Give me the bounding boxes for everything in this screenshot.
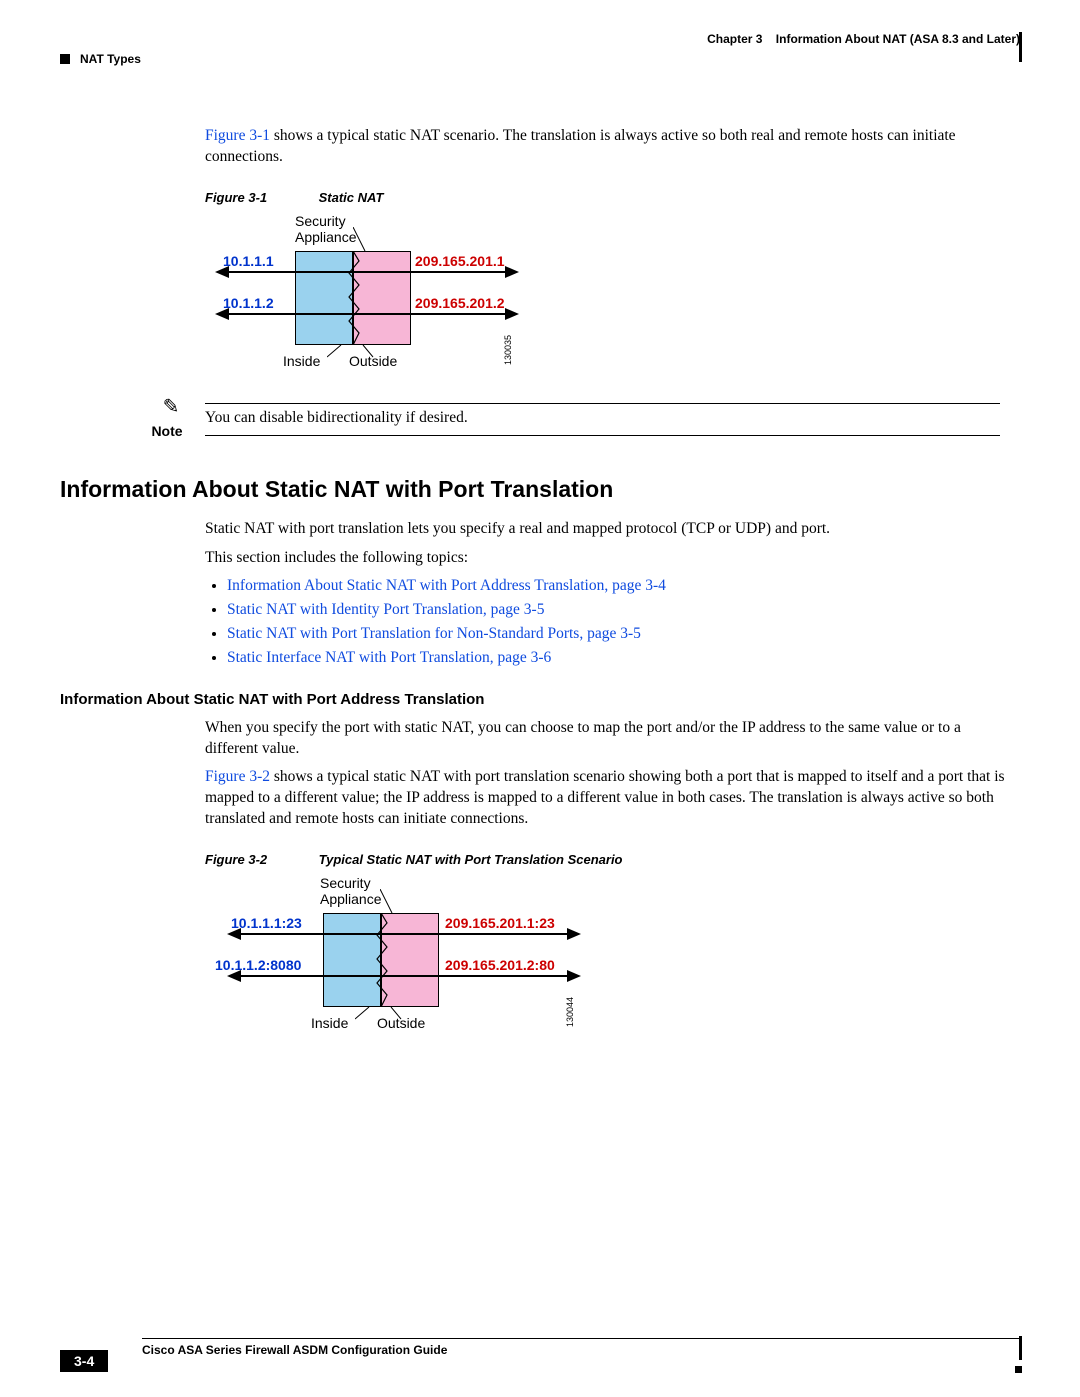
appliance-label: Security Appliance	[295, 213, 357, 245]
list-item: Information About Static NAT with Port A…	[227, 577, 1010, 595]
intro-paragraph: Figure 3-1 shows a typical static NAT sc…	[205, 126, 1010, 168]
subsection-heading: Information About Static NAT with Port A…	[60, 691, 1020, 708]
leader-line-icon	[353, 227, 367, 253]
footer-rule	[142, 1338, 1020, 1339]
ip-inside-2: 10.1.1.2:8080	[215, 957, 301, 973]
square-icon	[1015, 1366, 1022, 1373]
footer-vbar	[1019, 1336, 1022, 1360]
body-paragraph: Figure 3-2 shows a typical static NAT wi…	[205, 767, 1010, 830]
arrow-line	[239, 933, 569, 935]
note-text: You can disable bidirectionality if desi…	[205, 409, 468, 426]
leader-line-icon	[355, 1007, 375, 1021]
ip-outside-1: 209.165.201.1	[415, 253, 505, 269]
body-text: When you specify the port with static NA…	[205, 718, 1010, 760]
note-label: Note	[151, 423, 182, 439]
figure1-caption: Figure 3-1 Static NAT	[205, 190, 1010, 205]
note-rule	[205, 403, 1000, 404]
content: Figure 3-1 shows a typical static NAT sc…	[205, 126, 1010, 440]
page: Chapter 3 Information About NAT (ASA 8.3…	[0, 0, 1080, 1397]
leader-line-icon	[327, 345, 347, 359]
note-rule	[205, 435, 1000, 436]
arrow-line	[227, 271, 507, 273]
square-icon	[60, 54, 70, 64]
leader-line-icon	[380, 889, 394, 915]
page-number: 3-4	[60, 1350, 108, 1372]
topic-link[interactable]: Static Interface NAT with Port Translati…	[227, 649, 551, 666]
ip-outside-2: 209.165.201.2:80	[445, 957, 555, 973]
intro-text: shows a typical static NAT scenario. The…	[205, 127, 956, 165]
figure2-title: Typical Static NAT with Port Translation…	[319, 852, 623, 867]
ip-inside-1: 10.1.1.1	[223, 253, 274, 269]
chapter-header: Chapter 3 Information About NAT (ASA 8.3…	[60, 32, 1020, 46]
figure-ref-link[interactable]: Figure 3-1	[205, 127, 270, 144]
arrow-right-icon	[505, 266, 519, 278]
arrow-line	[227, 313, 507, 315]
leader-line-icon	[361, 345, 375, 359]
page-footer: Cisco ASA Series Firewall ASDM Configura…	[60, 1338, 1020, 1357]
footer-guide-title: Cisco ASA Series Firewall ASDM Configura…	[142, 1343, 1020, 1357]
arrow-line	[239, 975, 569, 977]
ip-inside-1: 10.1.1.1:23	[231, 915, 302, 931]
list-item: Static Interface NAT with Port Translati…	[227, 649, 1010, 667]
content: When you specify the port with static NA…	[205, 718, 1010, 1051]
arrow-right-icon	[567, 970, 581, 982]
topic-link[interactable]: Information About Static NAT with Port A…	[227, 577, 666, 594]
zigzag-icon	[345, 251, 365, 345]
content: Static NAT with port translation lets yo…	[205, 519, 1010, 667]
section-row: NAT Types	[60, 52, 1020, 66]
inside-label: Inside	[283, 353, 320, 369]
arrow-right-icon	[505, 308, 519, 320]
topic-link[interactable]: Static NAT with Identity Port Translatio…	[227, 601, 544, 618]
appliance-label: Security Appliance	[320, 875, 382, 907]
leader-line-icon	[389, 1007, 403, 1021]
chapter-number: Chapter 3	[707, 32, 762, 46]
figure2-number: Figure 3-2	[205, 852, 315, 867]
note-block: ✎ Note You can disable bidirectionality …	[145, 403, 1010, 440]
header-vbar	[1019, 32, 1022, 62]
list-item: Static NAT with Port Translation for Non…	[227, 625, 1010, 643]
figure1-number: Figure 3-1	[205, 190, 315, 205]
figure-id: 130044	[565, 997, 575, 1027]
figure1-title: Static NAT	[319, 190, 384, 205]
note-pencil-icon: ✎	[163, 397, 180, 417]
ip-outside-2: 209.165.201.2	[415, 295, 505, 311]
ip-inside-2: 10.1.1.2	[223, 295, 274, 311]
zigzag-icon	[373, 913, 393, 1007]
figure1-diagram: Security Appliance 10.1.1.1 209.165.201.…	[205, 213, 1010, 383]
chapter-title: Information About NAT (ASA 8.3 and Later…	[776, 32, 1020, 46]
figure2-diagram: Security Appliance 10.1.1.1:23 209.165.2…	[205, 875, 1010, 1050]
figure-ref-link[interactable]: Figure 3-2	[205, 768, 270, 785]
body-text: shows a typical static NAT with port tra…	[205, 768, 1005, 827]
topic-link[interactable]: Static NAT with Port Translation for Non…	[227, 625, 641, 642]
figure-id: 130035	[503, 335, 513, 365]
section-label: NAT Types	[80, 52, 141, 66]
body-text: This section includes the following topi…	[205, 548, 1010, 569]
ip-outside-1: 209.165.201.1:23	[445, 915, 555, 931]
body-text: Static NAT with port translation lets yo…	[205, 519, 1010, 540]
figure2-caption: Figure 3-2 Typical Static NAT with Port …	[205, 852, 1010, 867]
list-item: Static NAT with Identity Port Translatio…	[227, 601, 1010, 619]
inside-label: Inside	[311, 1015, 348, 1031]
arrow-right-icon	[567, 928, 581, 940]
topic-list: Information About Static NAT with Port A…	[227, 577, 1010, 667]
section-heading: Information About Static NAT with Port T…	[60, 476, 1020, 503]
